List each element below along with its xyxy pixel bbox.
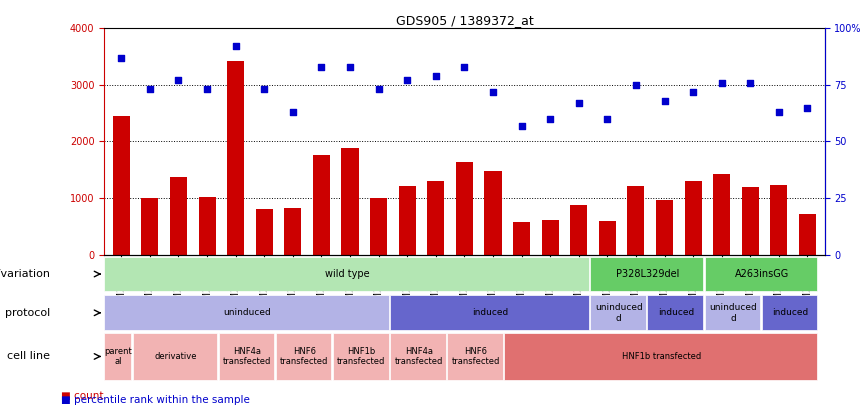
Bar (456, 162, 473, 255)
Text: P328L329del: P328L329del (615, 269, 679, 279)
Point (629, 82, 643, 88)
FancyBboxPatch shape (104, 333, 131, 380)
Point (257, 86, 271, 93)
FancyBboxPatch shape (705, 257, 818, 292)
Bar (370, 198, 387, 255)
Bar (513, 222, 530, 255)
FancyBboxPatch shape (390, 333, 446, 380)
Bar (312, 155, 330, 255)
Text: HNF4a
transfected: HNF4a transfected (394, 347, 443, 366)
Text: cell line: cell line (7, 352, 50, 361)
FancyBboxPatch shape (590, 295, 646, 330)
Text: genotype/variation: genotype/variation (0, 269, 50, 279)
Text: ■ percentile rank within the sample: ■ percentile rank within the sample (61, 394, 250, 405)
Text: HNF6
transfected: HNF6 transfected (451, 347, 500, 366)
Text: induced: induced (773, 308, 808, 317)
FancyBboxPatch shape (219, 333, 274, 380)
Point (372, 86, 385, 93)
Bar (484, 171, 502, 255)
Text: parent
al: parent al (104, 347, 132, 366)
Bar (770, 185, 787, 255)
Point (686, 88, 700, 95)
Point (800, 104, 814, 111)
Point (314, 64, 328, 70)
Text: HNF1b
transfected: HNF1b transfected (338, 347, 385, 366)
Text: HNF1b transfected: HNF1b transfected (622, 352, 701, 361)
FancyBboxPatch shape (104, 295, 389, 330)
Point (714, 79, 728, 86)
Point (115, 55, 128, 61)
Point (515, 122, 529, 129)
FancyBboxPatch shape (504, 333, 818, 380)
Bar (199, 197, 215, 255)
Bar (628, 185, 644, 255)
FancyBboxPatch shape (648, 295, 703, 330)
Bar (685, 181, 701, 255)
Point (743, 79, 757, 86)
Point (229, 43, 243, 50)
Point (572, 100, 586, 106)
Text: protocol: protocol (5, 308, 50, 318)
Bar (141, 198, 159, 255)
FancyBboxPatch shape (390, 295, 589, 330)
Text: uninduced
d: uninduced d (709, 303, 757, 322)
Point (400, 77, 414, 84)
FancyBboxPatch shape (276, 333, 332, 380)
Text: induced: induced (658, 308, 694, 317)
Text: wild type: wild type (325, 269, 370, 279)
Text: uninduced: uninduced (223, 308, 271, 317)
FancyBboxPatch shape (590, 257, 703, 292)
Bar (741, 187, 759, 255)
FancyBboxPatch shape (447, 333, 503, 380)
Bar (398, 185, 416, 255)
FancyBboxPatch shape (705, 295, 760, 330)
Bar (713, 174, 730, 255)
Bar (256, 209, 273, 255)
FancyBboxPatch shape (104, 257, 589, 292)
Text: uninduced
d: uninduced d (595, 303, 642, 322)
FancyBboxPatch shape (133, 333, 217, 380)
Point (286, 109, 299, 115)
Bar (170, 177, 187, 255)
Point (457, 64, 471, 70)
Bar (227, 61, 244, 255)
Text: derivative: derivative (155, 352, 197, 361)
Point (172, 77, 186, 84)
FancyBboxPatch shape (332, 333, 389, 380)
Text: A263insGG: A263insGG (734, 269, 789, 279)
Text: ■ count: ■ count (61, 391, 103, 401)
Point (772, 109, 786, 115)
Point (143, 86, 157, 93)
Point (601, 115, 615, 122)
Bar (599, 221, 616, 255)
Text: HNF4a
transfected: HNF4a transfected (223, 347, 272, 366)
Point (486, 88, 500, 95)
Bar (799, 214, 816, 255)
Point (543, 115, 557, 122)
Text: HNF6
transfected: HNF6 transfected (280, 347, 328, 366)
Bar (427, 181, 444, 255)
Point (429, 72, 443, 79)
Title: GDS905 / 1389372_at: GDS905 / 1389372_at (396, 14, 533, 27)
Bar (113, 116, 130, 255)
Point (658, 98, 672, 104)
Text: induced: induced (472, 308, 509, 317)
Point (343, 64, 357, 70)
Bar (341, 148, 358, 255)
Point (201, 86, 214, 93)
Bar (542, 220, 559, 255)
Bar (284, 208, 301, 255)
Bar (570, 205, 588, 255)
Bar (656, 200, 673, 255)
FancyBboxPatch shape (762, 295, 818, 330)
